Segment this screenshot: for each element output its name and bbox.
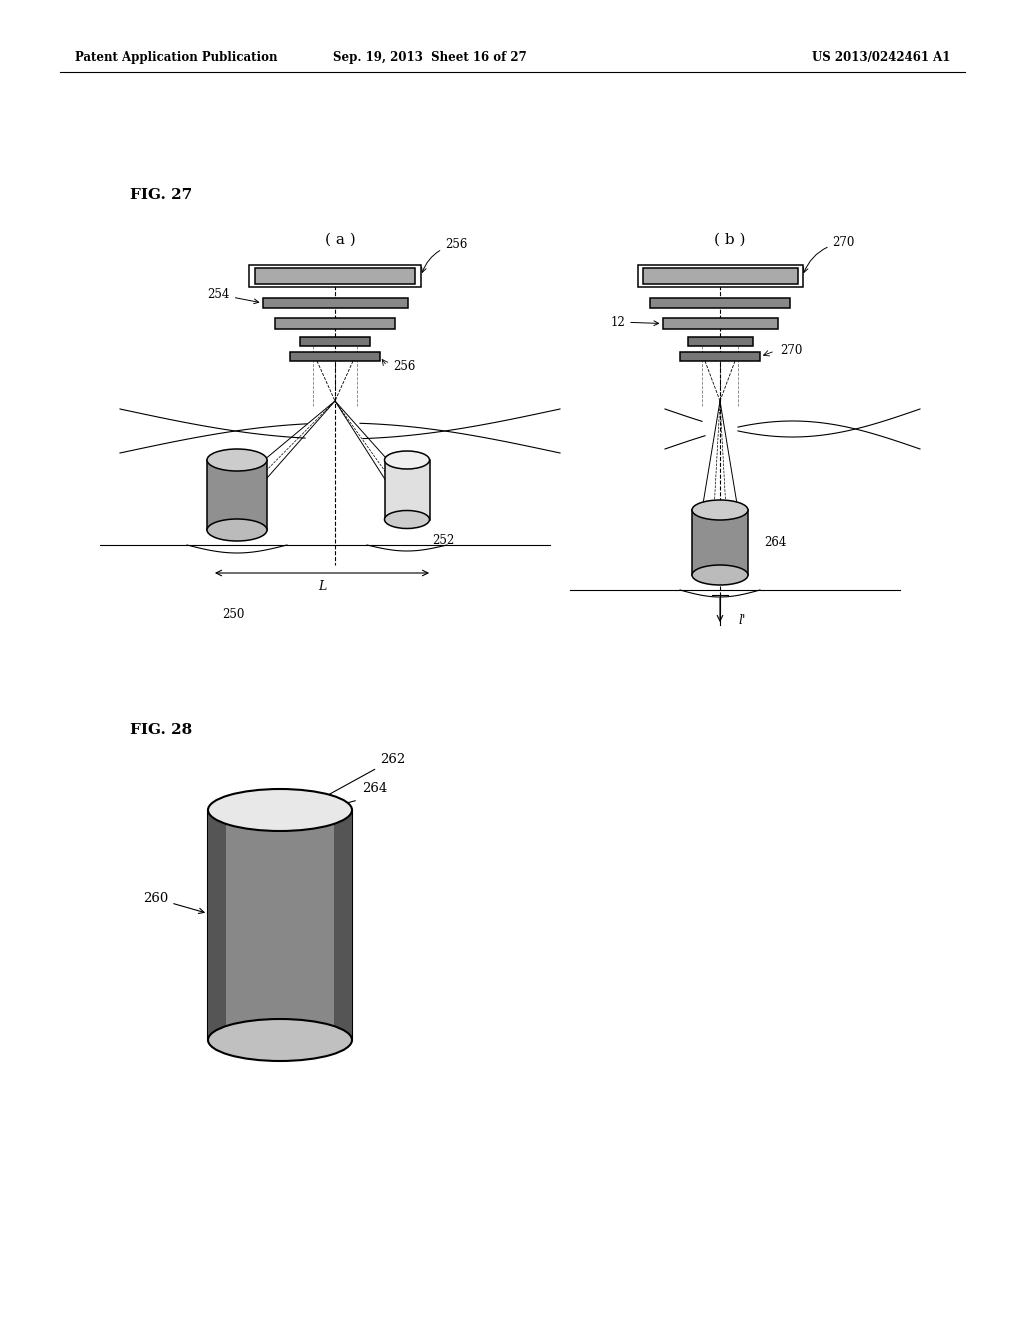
Text: 12: 12 [610, 315, 658, 329]
Bar [663, 318, 777, 329]
Bar [300, 337, 370, 346]
Bar [642, 268, 798, 284]
Text: 252: 252 [432, 533, 454, 546]
Text: ( b ): ( b ) [715, 234, 745, 247]
Text: l': l' [738, 614, 745, 627]
Text: 270: 270 [804, 236, 855, 272]
Bar [290, 352, 380, 360]
Text: 264: 264 [362, 781, 387, 795]
Text: 262: 262 [319, 752, 406, 800]
Ellipse shape [207, 449, 267, 471]
Text: Patent Application Publication: Patent Application Publication [75, 51, 278, 65]
Bar [255, 268, 415, 284]
Text: 256: 256 [422, 238, 467, 272]
Text: L: L [317, 581, 326, 594]
Bar [384, 459, 429, 520]
Ellipse shape [208, 1019, 352, 1061]
Text: 256: 256 [393, 359, 416, 372]
Text: FIG. 28: FIG. 28 [130, 723, 193, 737]
Text: US 2013/0242461 A1: US 2013/0242461 A1 [812, 51, 950, 65]
Text: 254: 254 [208, 288, 259, 304]
Ellipse shape [692, 500, 748, 520]
Text: 260: 260 [143, 892, 204, 913]
Text: 250: 250 [222, 607, 244, 620]
Bar [687, 337, 753, 346]
Bar [208, 810, 352, 1040]
Bar [208, 810, 352, 1040]
Bar [207, 459, 267, 531]
Bar [208, 810, 226, 1040]
Bar [262, 298, 408, 308]
Bar [255, 268, 415, 284]
Text: 270: 270 [780, 345, 803, 358]
Bar [638, 265, 803, 286]
Ellipse shape [207, 519, 267, 541]
Ellipse shape [208, 789, 352, 832]
Bar [692, 510, 748, 576]
Bar [642, 268, 798, 284]
Bar [275, 318, 395, 329]
Bar [680, 352, 760, 360]
Bar [249, 265, 421, 286]
Text: Sep. 19, 2013  Sheet 16 of 27: Sep. 19, 2013 Sheet 16 of 27 [333, 51, 527, 65]
Ellipse shape [384, 451, 429, 469]
Bar [650, 298, 790, 308]
Text: FIG. 27: FIG. 27 [130, 187, 193, 202]
Bar [334, 810, 352, 1040]
Text: 264: 264 [764, 536, 786, 549]
Ellipse shape [692, 565, 748, 585]
Ellipse shape [384, 511, 429, 528]
Text: ( a ): ( a ) [325, 234, 355, 247]
